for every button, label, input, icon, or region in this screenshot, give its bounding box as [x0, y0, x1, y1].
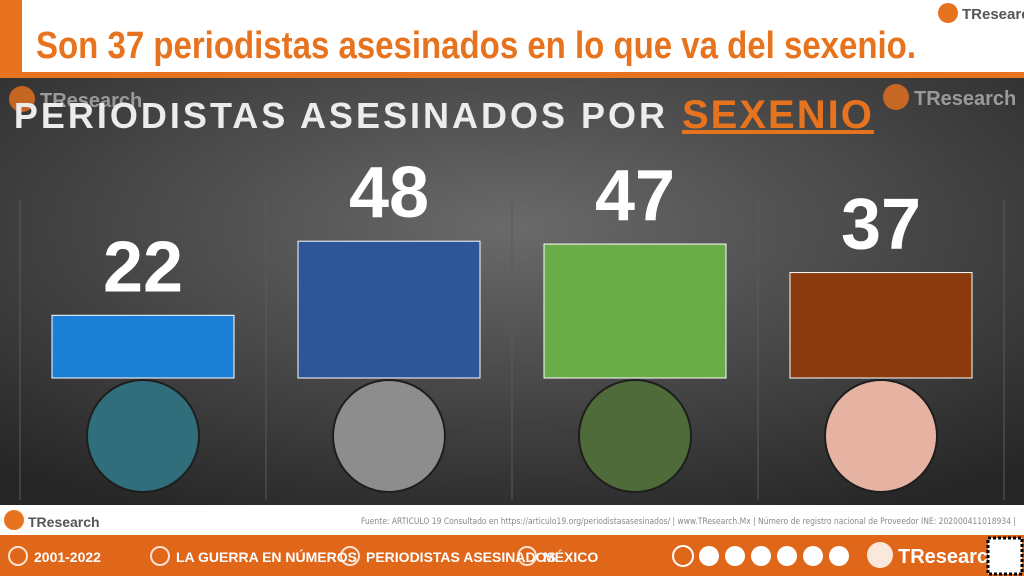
logo-icon	[938, 3, 958, 23]
value-label: 22	[103, 227, 183, 307]
portrait	[86, 379, 200, 493]
bar	[297, 240, 481, 379]
logo-text: TResearch	[40, 90, 142, 112]
icon[interactable]	[699, 546, 719, 566]
icon[interactable]	[751, 546, 771, 566]
logo-text: TResearch	[914, 88, 1016, 110]
logo-icon	[883, 84, 909, 110]
plot: 22 48 47 37	[19, 153, 1005, 500]
icon[interactable]	[777, 546, 797, 566]
value-label: 37	[841, 185, 921, 265]
portrait	[332, 379, 446, 493]
chart-title: PERIODISTAS ASESINADOS POR	[14, 95, 668, 136]
chart-title-highlight: SEXENIO	[682, 93, 874, 137]
logo-icon	[4, 510, 24, 530]
nav-icon	[517, 546, 537, 566]
icon[interactable]	[829, 546, 849, 566]
bar	[789, 272, 973, 379]
logo-icon	[9, 86, 35, 112]
icon[interactable]	[672, 545, 694, 567]
nav-item[interactable]: MÉXICO	[543, 549, 598, 565]
headline: Son 37 periodistas asesinados en lo que …	[36, 25, 916, 67]
qr-code	[986, 536, 1024, 576]
nav-icon	[8, 546, 28, 566]
nav-item[interactable]: PERIODISTAS ASESINADOS	[366, 549, 556, 565]
bar	[51, 314, 235, 379]
logo-text: TResearch	[962, 6, 1024, 23]
header-accent	[0, 0, 22, 74]
nav-icon	[340, 546, 360, 566]
social-icons	[672, 545, 849, 567]
footer-nav: 2001-2022 LA GUERRA EN NÚMEROS PERIODISTAS…	[8, 546, 598, 566]
nav-item[interactable]: 2001-2022	[34, 549, 101, 565]
value-label: 48	[349, 153, 429, 233]
header-rule	[0, 72, 1024, 78]
logo-icon	[867, 542, 893, 568]
source: Fuente: ARTICULO 19 Consultado en https:…	[361, 517, 1016, 527]
nav-icon	[150, 546, 170, 566]
icon[interactable]	[803, 546, 823, 566]
header-bg	[0, 0, 1024, 74]
bar	[543, 243, 727, 379]
portrait	[578, 379, 692, 493]
value-label: 47	[595, 156, 675, 236]
footer-bar	[0, 535, 1024, 576]
logo-text: TResearch	[898, 546, 1000, 568]
logo-text: TResearch	[28, 514, 100, 530]
nav-item[interactable]: LA GUERRA EN NÚMEROS	[176, 548, 357, 565]
icon[interactable]	[725, 546, 745, 566]
portrait	[824, 379, 938, 493]
source-band	[0, 505, 1024, 535]
